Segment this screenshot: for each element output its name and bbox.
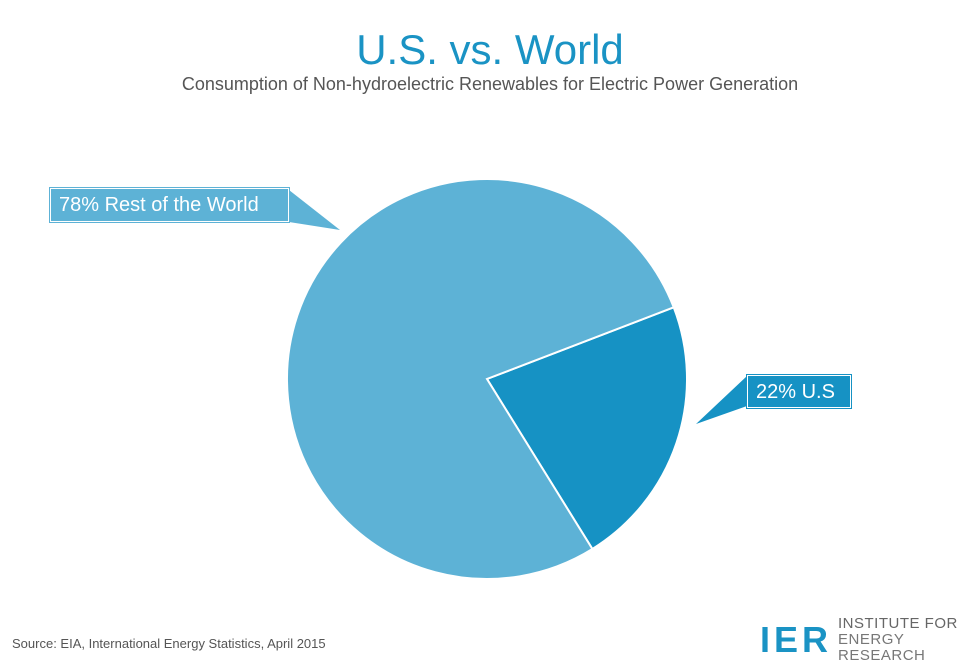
pie-slice-u-s <box>485 306 688 551</box>
pointer-us <box>696 376 747 424</box>
logo-line2: ENERGY RESEARCH <box>838 631 926 660</box>
chart-title: U.S. vs. World <box>356 26 624 73</box>
label-rest-of-world: 78% Rest of the World <box>49 187 290 223</box>
logo-mark: IER <box>760 619 833 660</box>
ier-logo: IER INSTITUTE FOR ENERGY RESEARCH <box>760 616 980 660</box>
pie-slice-rest-of-the-world <box>286 178 676 580</box>
chart-subtitle: Consumption of Non-hydroelectric Renewab… <box>181 74 799 94</box>
pointer-rest-of-world <box>289 190 340 230</box>
logo-text: INSTITUTE FOR ENERGY RESEARCH <box>838 616 980 660</box>
logo-line1: INSTITUTE FOR <box>838 615 958 632</box>
label-rest-of-world-text: 78% Rest of the World <box>59 194 259 216</box>
source-note: Source: EIA, International Energy Statis… <box>12 636 326 651</box>
label-us: 22% U.S <box>746 374 852 409</box>
label-us-text: 22% U.S <box>756 381 835 403</box>
